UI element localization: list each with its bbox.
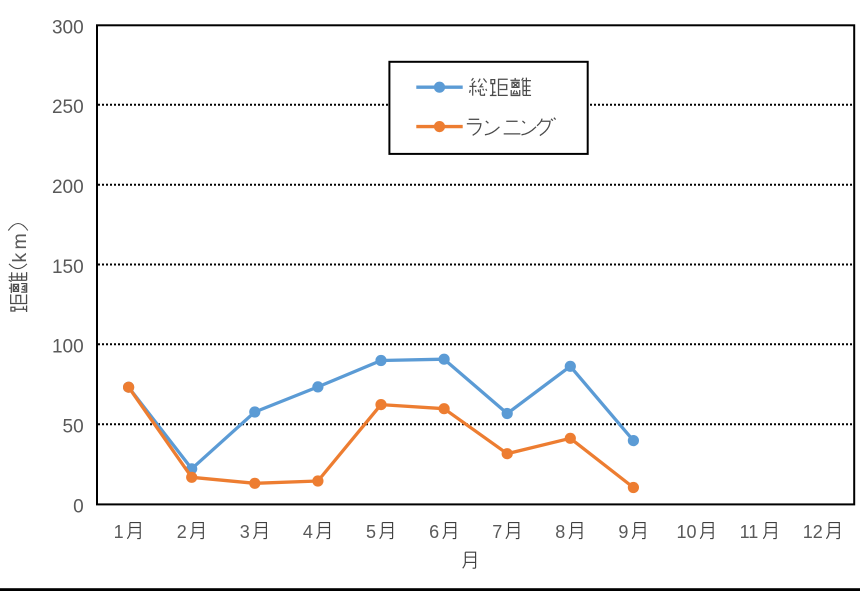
svg-text:10: 10 bbox=[677, 522, 697, 542]
svg-text:4: 4 bbox=[303, 522, 313, 542]
svg-text:m: m bbox=[9, 233, 31, 249]
svg-text:7: 7 bbox=[492, 522, 502, 542]
svg-text:50: 50 bbox=[63, 417, 84, 438]
svg-text:0: 0 bbox=[73, 496, 84, 517]
svg-text:11: 11 bbox=[740, 522, 759, 542]
svg-text:6: 6 bbox=[429, 522, 439, 542]
svg-text:1: 1 bbox=[114, 522, 124, 542]
svg-text:8: 8 bbox=[555, 522, 565, 542]
svg-text:100: 100 bbox=[52, 337, 84, 358]
svg-text:5: 5 bbox=[366, 522, 376, 542]
svg-text:k: k bbox=[9, 253, 31, 263]
svg-text:200: 200 bbox=[52, 177, 84, 198]
svg-text:300: 300 bbox=[52, 18, 84, 39]
svg-text:9: 9 bbox=[618, 522, 628, 542]
svg-text:250: 250 bbox=[52, 97, 84, 118]
svg-text:150: 150 bbox=[52, 257, 84, 278]
svg-text:2: 2 bbox=[177, 522, 187, 542]
svg-text:12: 12 bbox=[803, 522, 823, 542]
svg-text:3: 3 bbox=[240, 522, 250, 542]
